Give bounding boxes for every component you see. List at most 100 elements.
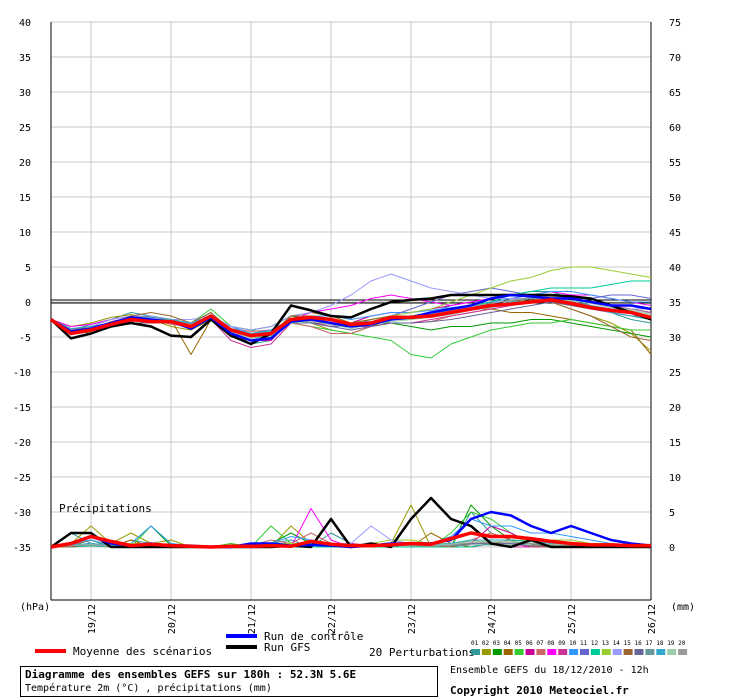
precipitation-series xyxy=(50,496,652,549)
x-axis-dates: 19/12 20/12 21/12 22/12 23/12 24/12 25/12 26/12 xyxy=(87,604,658,634)
y-tick-label-precipitation: 55 xyxy=(669,158,681,169)
perturbation-color-swatch xyxy=(536,649,546,655)
legend-mean-label: Moyenne des scénarios xyxy=(73,645,212,658)
temperature-series-run-gfs xyxy=(50,293,652,346)
perturbation-color-swatch xyxy=(612,649,622,655)
copyright: Copyright 2010 Meteociel.fr xyxy=(450,684,629,697)
perturbation-id-label: 16 xyxy=(635,640,643,647)
y-tick-label-precipitation: 0 xyxy=(669,543,675,554)
perturbation-id-label: 01 xyxy=(471,640,479,647)
run-info: Ensemble GEFS du 18/12/2010 - 12h xyxy=(450,665,649,676)
y-tick-label-precipitation: 75 xyxy=(669,18,681,29)
perturbation-id-label: 02 xyxy=(482,640,490,647)
perturbation-id-label: 05 xyxy=(515,640,523,647)
perturbation-color-swatch xyxy=(667,649,677,655)
y-tick-label-temperature: 20 xyxy=(19,158,31,169)
chart-subtitle: Température 2m (°C) , précipitations (mm… xyxy=(25,683,272,694)
y-tick-label-temperature: 40 xyxy=(19,18,31,29)
chart-title: Diagramme des ensembles GEFS sur 180h : … xyxy=(25,668,357,681)
y-tick-label-precipitation: 25 xyxy=(669,368,681,379)
legend: Moyenne des scénarios Run de contrôle Ru… xyxy=(35,630,688,659)
x-tick-label: 22/12 xyxy=(327,604,338,634)
perturbation-id-label: 09 xyxy=(558,640,566,647)
perturbation-color-swatch xyxy=(471,649,480,655)
perturbation-id-label: 19 xyxy=(667,640,675,647)
y-tick-label-temperature: -35 xyxy=(13,543,31,554)
y-tick-label-temperature: -5 xyxy=(19,333,31,344)
perturbation-color-swatch xyxy=(634,649,644,655)
perturbation-id-label: 04 xyxy=(504,640,512,647)
perturbation-id-label: 20 xyxy=(678,640,686,647)
y-tick-label-precipitation: 15 xyxy=(669,438,681,449)
y-tick-label-temperature: 0 xyxy=(25,298,31,309)
y-tick-label-precipitation: 5 xyxy=(669,508,675,519)
grid xyxy=(51,21,652,600)
y-tick-label-temperature: -10 xyxy=(13,368,31,379)
perturbation-id-label: 13 xyxy=(602,640,610,647)
y-tick-label-precipitation: 70 xyxy=(669,53,681,64)
temperature-series xyxy=(49,266,652,359)
perturbation-id-label: 12 xyxy=(591,640,599,647)
perturbation-id-label: 11 xyxy=(580,640,588,647)
y-tick-label-temperature: 15 xyxy=(19,193,31,204)
perturbation-id-label: 10 xyxy=(569,640,577,647)
legend-gfs-label: Run GFS xyxy=(264,641,310,654)
perturbation-id-label: 17 xyxy=(645,640,653,647)
y-tick-label-temperature: 25 xyxy=(19,123,31,134)
perturbation-color-swatch xyxy=(569,649,579,655)
x-tick-label: 20/12 xyxy=(167,604,178,634)
perturbation-color-swatch xyxy=(503,649,513,655)
y-tick-label-temperature: -20 xyxy=(13,438,31,449)
y-tick-label-precipitation: 45 xyxy=(669,228,681,239)
perturbation-color-swatch xyxy=(525,649,535,655)
perturbation-color-key: 01 02 03 04 05 06 07 08 09 10 11 12 13 14 15 16 17 18 19 20 xyxy=(471,640,688,655)
y-tick-label-precipitation: 60 xyxy=(669,123,681,134)
chart-title-box: Diagramme des ensembles GEFS sur 180h : … xyxy=(20,666,438,697)
y-tick-label-precipitation: 10 xyxy=(669,473,681,484)
perturbation-id-label: 06 xyxy=(526,640,534,647)
y-tick-label-temperature: 10 xyxy=(19,228,31,239)
perturbation-color-swatch xyxy=(481,649,491,655)
perturbation-color-swatch xyxy=(656,649,666,655)
y-tick-label-temperature: -25 xyxy=(13,473,31,484)
y-left-unit: (hPa) xyxy=(20,602,50,613)
perturbation-color-swatch xyxy=(590,649,600,655)
perturbation-color-swatch xyxy=(547,649,557,655)
perturbation-id-label: 14 xyxy=(613,640,621,647)
temperature-series-moyenne-des-scenarios xyxy=(49,298,652,338)
perturbation-id-label: 15 xyxy=(624,640,632,647)
precipitation-series-moyenne-des-scenarios xyxy=(50,531,651,549)
y-tick-label-temperature: -15 xyxy=(13,403,31,414)
perturbation-color-swatch xyxy=(623,649,633,655)
y-tick-label-temperature: 30 xyxy=(19,88,31,99)
y-axis-temperature: 40 35 30 25 20 15 10 5 0 -5 -10 -15 -20 -25 -30 -35 xyxy=(13,18,31,554)
perturbation-id-label: 03 xyxy=(493,640,501,647)
plot-frame xyxy=(50,22,652,601)
perturbation-color-swatch xyxy=(580,649,589,655)
perturbation-color-swatch xyxy=(645,649,655,655)
x-tick-label: 21/12 xyxy=(247,604,258,634)
perturbation-id-label: 08 xyxy=(547,640,555,647)
x-tick-label: 23/12 xyxy=(407,604,418,634)
x-tick-label: 24/12 xyxy=(487,604,498,634)
y-tick-label-precipitation: 40 xyxy=(669,263,681,274)
y-tick-label-precipitation: 20 xyxy=(669,403,681,414)
x-tick-label: 26/12 xyxy=(647,604,658,634)
legend-perturbations-label: 20 Perturbations xyxy=(369,646,475,659)
precipitation-label: Précipitations xyxy=(59,502,152,515)
y-right-unit: (mm) xyxy=(671,602,695,613)
y-tick-label-temperature: 35 xyxy=(19,53,31,64)
perturbation-color-swatch xyxy=(601,649,611,655)
x-tick-label: 19/12 xyxy=(87,604,98,634)
legend-control-label: Run de contrôle xyxy=(264,630,363,643)
perturbation-color-swatch xyxy=(514,649,524,655)
y-tick-label-temperature: 5 xyxy=(25,263,31,274)
perturbation-color-swatch xyxy=(492,649,502,655)
perturbation-color-swatch xyxy=(678,649,688,655)
perturbation-color-swatch xyxy=(558,649,568,655)
perturbation-id-label: 18 xyxy=(656,640,664,647)
y-tick-label-precipitation: 30 xyxy=(669,333,681,344)
x-tick-label: 25/12 xyxy=(567,604,578,634)
